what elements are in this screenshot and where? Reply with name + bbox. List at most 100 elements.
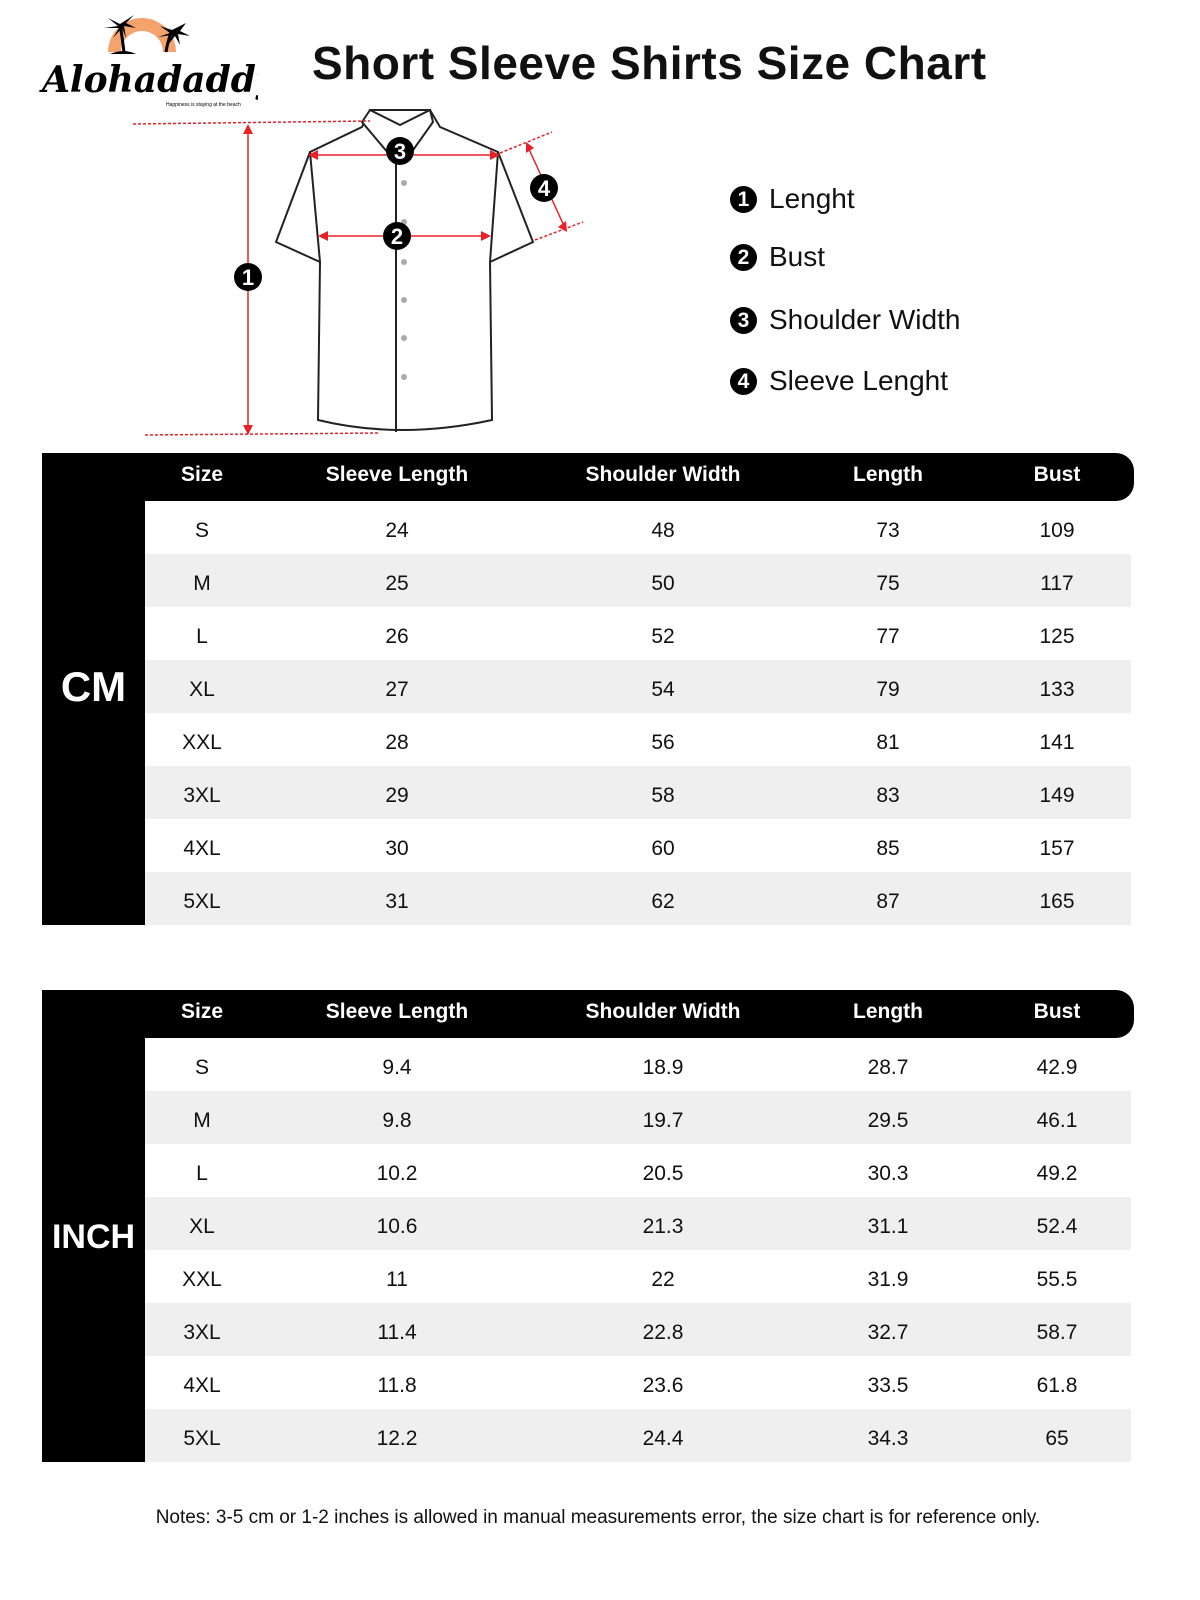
table-cell: 58 — [651, 784, 675, 807]
table-cell: 32.7 — [867, 1321, 909, 1344]
legend-label: Sleeve Lenght — [769, 365, 949, 396]
table-cell: 58.7 — [1036, 1321, 1078, 1344]
table-cell: 19.7 — [642, 1109, 684, 1132]
table-cell: 11 — [386, 1268, 408, 1291]
table-cell: 50 — [651, 572, 675, 595]
column-header: Size — [180, 1000, 224, 1023]
table-cell: L — [196, 1162, 208, 1185]
table-row: XL 27 54 79 133 — [145, 660, 1131, 713]
table-cell: 5XL — [183, 890, 221, 913]
table-cell: 25 — [385, 572, 409, 595]
unit-block — [42, 990, 145, 1462]
table-row: S 24 48 73 109 — [145, 501, 1131, 554]
legend-label: Lenght — [769, 183, 855, 214]
table-row: XXL 28 56 81 141 — [145, 713, 1131, 766]
table-row: XXL 11 22 31.9 55.5 — [145, 1250, 1131, 1303]
table-cell: 75 — [876, 572, 900, 595]
table-cell: 5XL — [183, 1427, 221, 1450]
table-cell: XXL — [182, 1268, 222, 1291]
table-row: M 9.8 19.7 29.5 46.1 — [145, 1091, 1131, 1144]
table-row: 5XL 12.2 24.4 34.3 65 — [145, 1409, 1131, 1462]
table-cell: 28 — [385, 731, 409, 754]
table-cell: 22 — [651, 1268, 675, 1291]
table-cell: 29.5 — [867, 1109, 909, 1132]
table-row: 4XL 11.8 23.6 33.5 61.8 — [145, 1356, 1131, 1409]
table-cell: 9.4 — [382, 1056, 412, 1079]
svg-text:Happiness is staying at the be: Happiness is staying at the beach — [166, 102, 241, 108]
table-cell: 30 — [385, 837, 409, 860]
table-cell: 18.9 — [642, 1056, 684, 1079]
table-cell: 81 — [876, 731, 900, 754]
table-cell: XL — [189, 1215, 215, 1238]
table-cell: S — [194, 519, 210, 542]
table-cell: 23.6 — [642, 1374, 684, 1397]
table-cell: 87 — [876, 890, 900, 913]
table-cell: 42.9 — [1036, 1056, 1078, 1079]
number-badge: 2 — [730, 243, 757, 271]
table-cell: 48 — [651, 519, 675, 542]
table-row: 3XL 29 58 83 149 — [145, 766, 1131, 819]
table-cell: 26 — [385, 625, 409, 648]
table-cell: 31.9 — [867, 1268, 909, 1291]
table-row: L 10.2 20.5 30.3 49.2 — [145, 1144, 1131, 1197]
shirt-measurement-diagram: 1 2 3 4 — [120, 95, 600, 445]
table-header: Size Sleeve Length Shoulder Width Length Bus… — [42, 990, 1134, 1038]
table-row: M 25 50 75 117 — [145, 554, 1131, 607]
table-cell: 31.1 — [867, 1215, 909, 1238]
number-badge: 3 — [730, 306, 757, 334]
table-cell: 149 — [1039, 784, 1075, 807]
legend-item-sleeve-length: 4 Sleeve Lenght — [730, 365, 948, 397]
table-cell: 29 — [385, 784, 409, 807]
table-row: 4XL 30 60 85 157 — [145, 819, 1131, 872]
table-cell: 4XL — [183, 837, 221, 860]
table-row: S 9.4 18.9 28.7 42.9 — [145, 1038, 1131, 1091]
table-cell: 157 — [1039, 837, 1075, 860]
legend-item-shoulder-width: 3 Shoulder Width — [730, 304, 960, 336]
legend-label: Shoulder Width — [769, 304, 961, 335]
table-cell: 9.8 — [382, 1109, 412, 1132]
table-cell: 34.3 — [867, 1427, 909, 1450]
table-cell: 141 — [1039, 731, 1075, 754]
table-cell: 52 — [651, 625, 675, 648]
svg-text:4: 4 — [538, 176, 551, 201]
table-cell: 10.2 — [376, 1162, 418, 1185]
page-title: Short Sleeve Shirts Size Chart — [312, 37, 987, 89]
table-cell: 73 — [876, 519, 900, 542]
svg-text:3: 3 — [394, 139, 406, 164]
table-cell: 12.2 — [376, 1427, 418, 1450]
table-cell: 125 — [1039, 625, 1075, 648]
column-header: Bust — [1033, 1000, 1081, 1023]
table-cell: 11.8 — [377, 1374, 417, 1397]
table-cell: 46.1 — [1036, 1109, 1078, 1132]
size-table-cm: CM Size Sleeve Length Shoulder Width Length B… — [42, 453, 1134, 925]
table-cell: 49.2 — [1036, 1162, 1078, 1185]
column-header: Shoulder Width — [585, 1000, 741, 1023]
table-cell: 54 — [651, 678, 675, 701]
table-cell: S — [194, 1056, 210, 1079]
table-cell: 20.5 — [642, 1162, 684, 1185]
table-cell: 109 — [1039, 519, 1075, 542]
number-badge: 1 — [730, 185, 757, 213]
table-row: XL 10.6 21.3 31.1 52.4 — [145, 1197, 1131, 1250]
table-cell: 62 — [651, 890, 675, 913]
table-cell: 133 — [1039, 678, 1075, 701]
table-cell: 85 — [876, 837, 900, 860]
table-cell: 22.8 — [642, 1321, 684, 1344]
table-row: 5XL 31 62 87 165 — [145, 872, 1131, 925]
column-header: Bust — [1033, 463, 1081, 486]
size-table-inch: INCH Size Sleeve Length Shoulder Width Lengt… — [42, 990, 1134, 1462]
brand-logo: Alohadaddy Happiness is staying at the b… — [38, 14, 279, 114]
notes: Notes: 3-5 cm or 1-2 inches is allowed i… — [155, 1507, 1041, 1528]
table-cell: 83 — [876, 784, 900, 807]
table-cell: 117 — [1040, 572, 1074, 595]
column-header: Sleeve Length — [325, 463, 469, 486]
table-cell: 24.4 — [642, 1427, 684, 1450]
table-cell: 11.4 — [377, 1321, 417, 1344]
legend-item-bust: 2 Bust — [730, 241, 825, 273]
table-cell: 79 — [876, 678, 900, 701]
svg-text:1: 1 — [242, 265, 254, 290]
table-cell: 21.3 — [642, 1215, 684, 1238]
table-cell: L — [196, 625, 208, 648]
table-row: L 26 52 77 125 — [145, 607, 1131, 660]
table-cell: 33.5 — [867, 1374, 909, 1397]
